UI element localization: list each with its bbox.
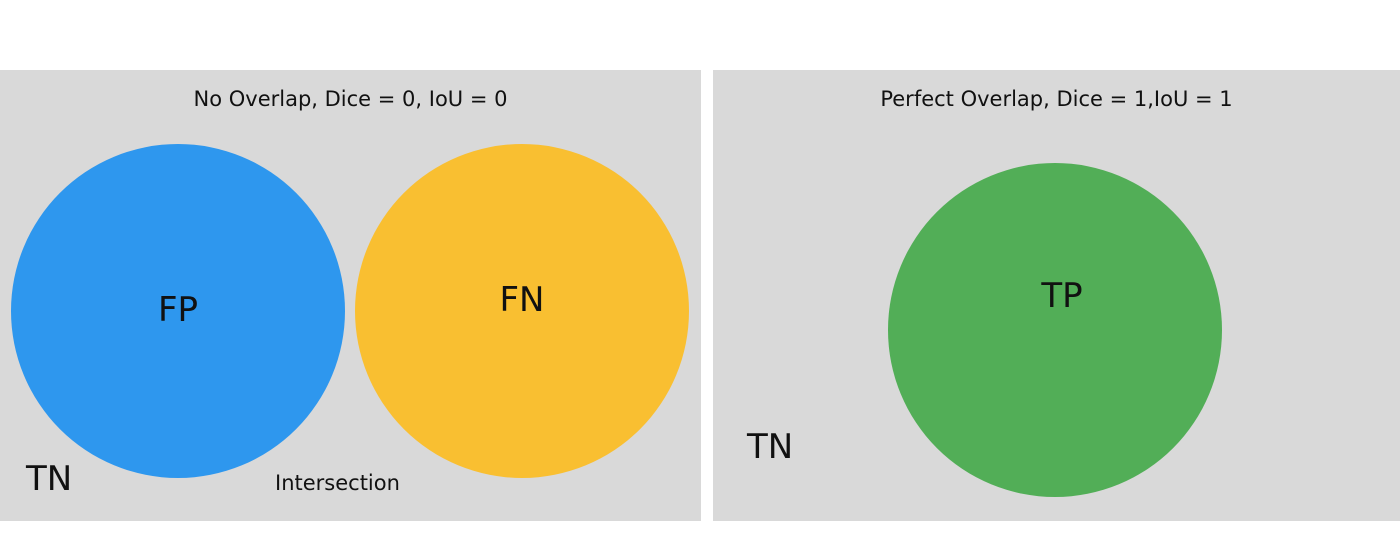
perfect-overlap-title: Perfect Overlap, Dice = 1,IoU = 1	[880, 87, 1233, 111]
tn-label-left: TN	[26, 459, 73, 499]
tp-circle	[888, 163, 1222, 497]
fp-label: FP	[157, 290, 199, 330]
fp-circle	[11, 144, 345, 478]
tn-label-right: TN	[747, 427, 794, 467]
tp-label: TP	[1041, 276, 1083, 316]
fn-label: FN	[499, 280, 545, 320]
no-overlap-title: No Overlap, Dice = 0, IoU = 0	[193, 87, 508, 111]
fn-circle	[355, 144, 689, 478]
intersection-label: Intersection	[275, 471, 400, 495]
no-overlap-panel: No Overlap, Dice = 0, IoU = 0 FP FN TN I…	[0, 70, 701, 521]
perfect-overlap-panel: Perfect Overlap, Dice = 1,IoU = 1 TP TN	[713, 70, 1400, 521]
